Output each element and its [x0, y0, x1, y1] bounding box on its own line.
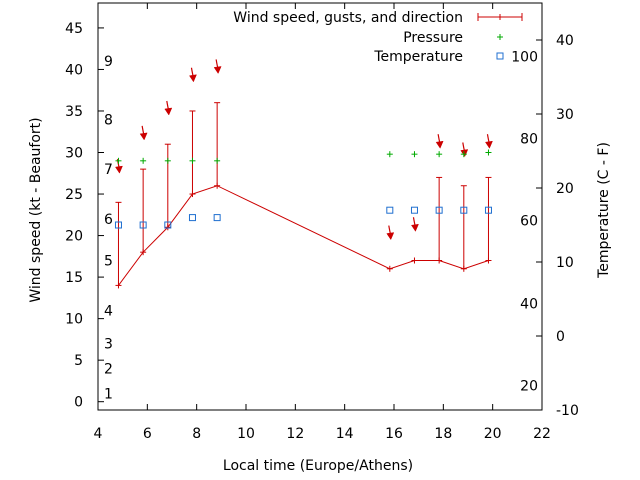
x-tick-label: 6 — [143, 426, 152, 442]
beaufort-label: 6 — [104, 212, 113, 228]
wind-direction-arrow — [115, 159, 123, 174]
y-tick-label: 0 — [74, 395, 83, 411]
temperature-point — [460, 206, 468, 214]
temperature-point — [164, 221, 172, 229]
wind-direction-arrow-head — [485, 140, 493, 149]
temperature-point — [410, 206, 418, 214]
wind-direction-arrow-head — [411, 223, 419, 232]
y-tick-label: 10 — [65, 312, 83, 328]
x-tick-label: 20 — [484, 426, 502, 442]
temperature-point — [213, 214, 221, 222]
y-axis-ticks: 0 5 10 15 20 25 30 35 40 45 — [65, 21, 104, 411]
wind-direction-arrow — [386, 225, 395, 241]
x-tick-label: 16 — [385, 426, 403, 442]
legend-label: Temperature — [373, 49, 463, 65]
wind-direction-arrow — [435, 134, 444, 149]
y-tick-label: 35 — [65, 104, 83, 120]
beaufort-label: 3 — [104, 337, 113, 353]
legend-label: Pressure — [403, 30, 463, 46]
temperature-point — [386, 206, 394, 214]
x-tick-label: 8 — [192, 426, 201, 442]
wind-direction-arrow — [485, 134, 493, 149]
beaufort-label: 5 — [104, 253, 113, 269]
temperature-point — [114, 221, 122, 229]
series-layer — [114, 59, 493, 289]
beaufort-label: 4 — [104, 303, 113, 319]
y-axis-label: Wind speed (kt - Beaufort) — [28, 117, 44, 302]
x-tick-label: 12 — [286, 426, 304, 442]
wind-direction-arrow-head — [139, 132, 148, 141]
wind-direction-arrow — [411, 217, 419, 232]
wind-direction-arrow — [164, 100, 173, 116]
fahrenheit-scale: 20 40 60 80 100 — [511, 49, 538, 394]
y2-axis-ticks: -10 0 10 20 30 40 — [536, 33, 579, 419]
y2-tick-label: 20 — [556, 181, 574, 197]
x-tick-label: 14 — [336, 426, 354, 442]
beaufort-label: 8 — [104, 112, 113, 128]
wind-speed-line — [118, 185, 489, 286]
legend-label: Wind speed, gusts, and direction — [233, 10, 463, 26]
wind-direction-arrow-head — [164, 107, 173, 116]
temperature-point — [484, 206, 492, 214]
x-axis-ticks: 4 6 8 10 12 14 16 18 20 22 — [94, 3, 551, 442]
temperature-point — [139, 221, 147, 229]
beaufort-label: 9 — [104, 54, 113, 70]
y2-tick-label: -10 — [556, 403, 579, 419]
wind-direction-arrow — [213, 59, 222, 74]
y-tick-label: 25 — [65, 187, 83, 203]
temperature-point — [188, 214, 196, 222]
y-tick-label: 20 — [65, 229, 83, 245]
fahrenheit-label: 80 — [520, 131, 538, 147]
wind-direction-arrow-head — [115, 165, 123, 174]
y2-tick-label: 0 — [556, 329, 565, 345]
y2-axis-label: Temperature (C - F) — [596, 142, 612, 279]
wind-direction-arrow — [189, 67, 197, 83]
x-tick-label: 10 — [237, 426, 255, 442]
x-tick-label: 22 — [533, 426, 551, 442]
y-tick-label: 5 — [74, 353, 83, 369]
plot-frame — [97, 2, 543, 411]
beaufort-scale: 1 2 3 4 5 6 7 8 9 — [104, 54, 113, 402]
fahrenheit-label: 40 — [520, 296, 538, 312]
y-tick-label: 15 — [65, 270, 83, 286]
wind-direction-arrow-head — [435, 140, 444, 149]
temperature-point — [435, 206, 443, 214]
beaufort-label: 2 — [104, 361, 113, 377]
x-tick-label: 4 — [94, 426, 103, 442]
fahrenheit-label: 60 — [520, 214, 538, 230]
x-axis-label: Local time (Europe/Athens) — [223, 458, 413, 474]
wind-direction-arrow-head — [189, 74, 197, 83]
y2-tick-label: 40 — [556, 33, 574, 49]
beaufort-label: 1 — [104, 386, 113, 402]
y2-tick-label: 30 — [556, 107, 574, 123]
beaufort-label: 7 — [104, 162, 113, 178]
x-tick-label: 18 — [434, 426, 452, 442]
wind-direction-arrow — [139, 125, 148, 141]
legend: Wind speed, gusts, and direction Pressure… — [233, 10, 523, 65]
wind-direction-arrow-head — [213, 66, 222, 74]
wind-direction-arrow-head — [386, 232, 395, 241]
y-tick-label: 45 — [65, 21, 83, 37]
fahrenheit-label: 20 — [520, 379, 538, 395]
legend-swatch-temperature — [496, 52, 504, 60]
y2-tick-label: 10 — [556, 255, 574, 271]
y-tick-label: 40 — [65, 62, 83, 78]
y-tick-label: 30 — [65, 146, 83, 162]
fahrenheit-label: 100 — [511, 49, 538, 65]
